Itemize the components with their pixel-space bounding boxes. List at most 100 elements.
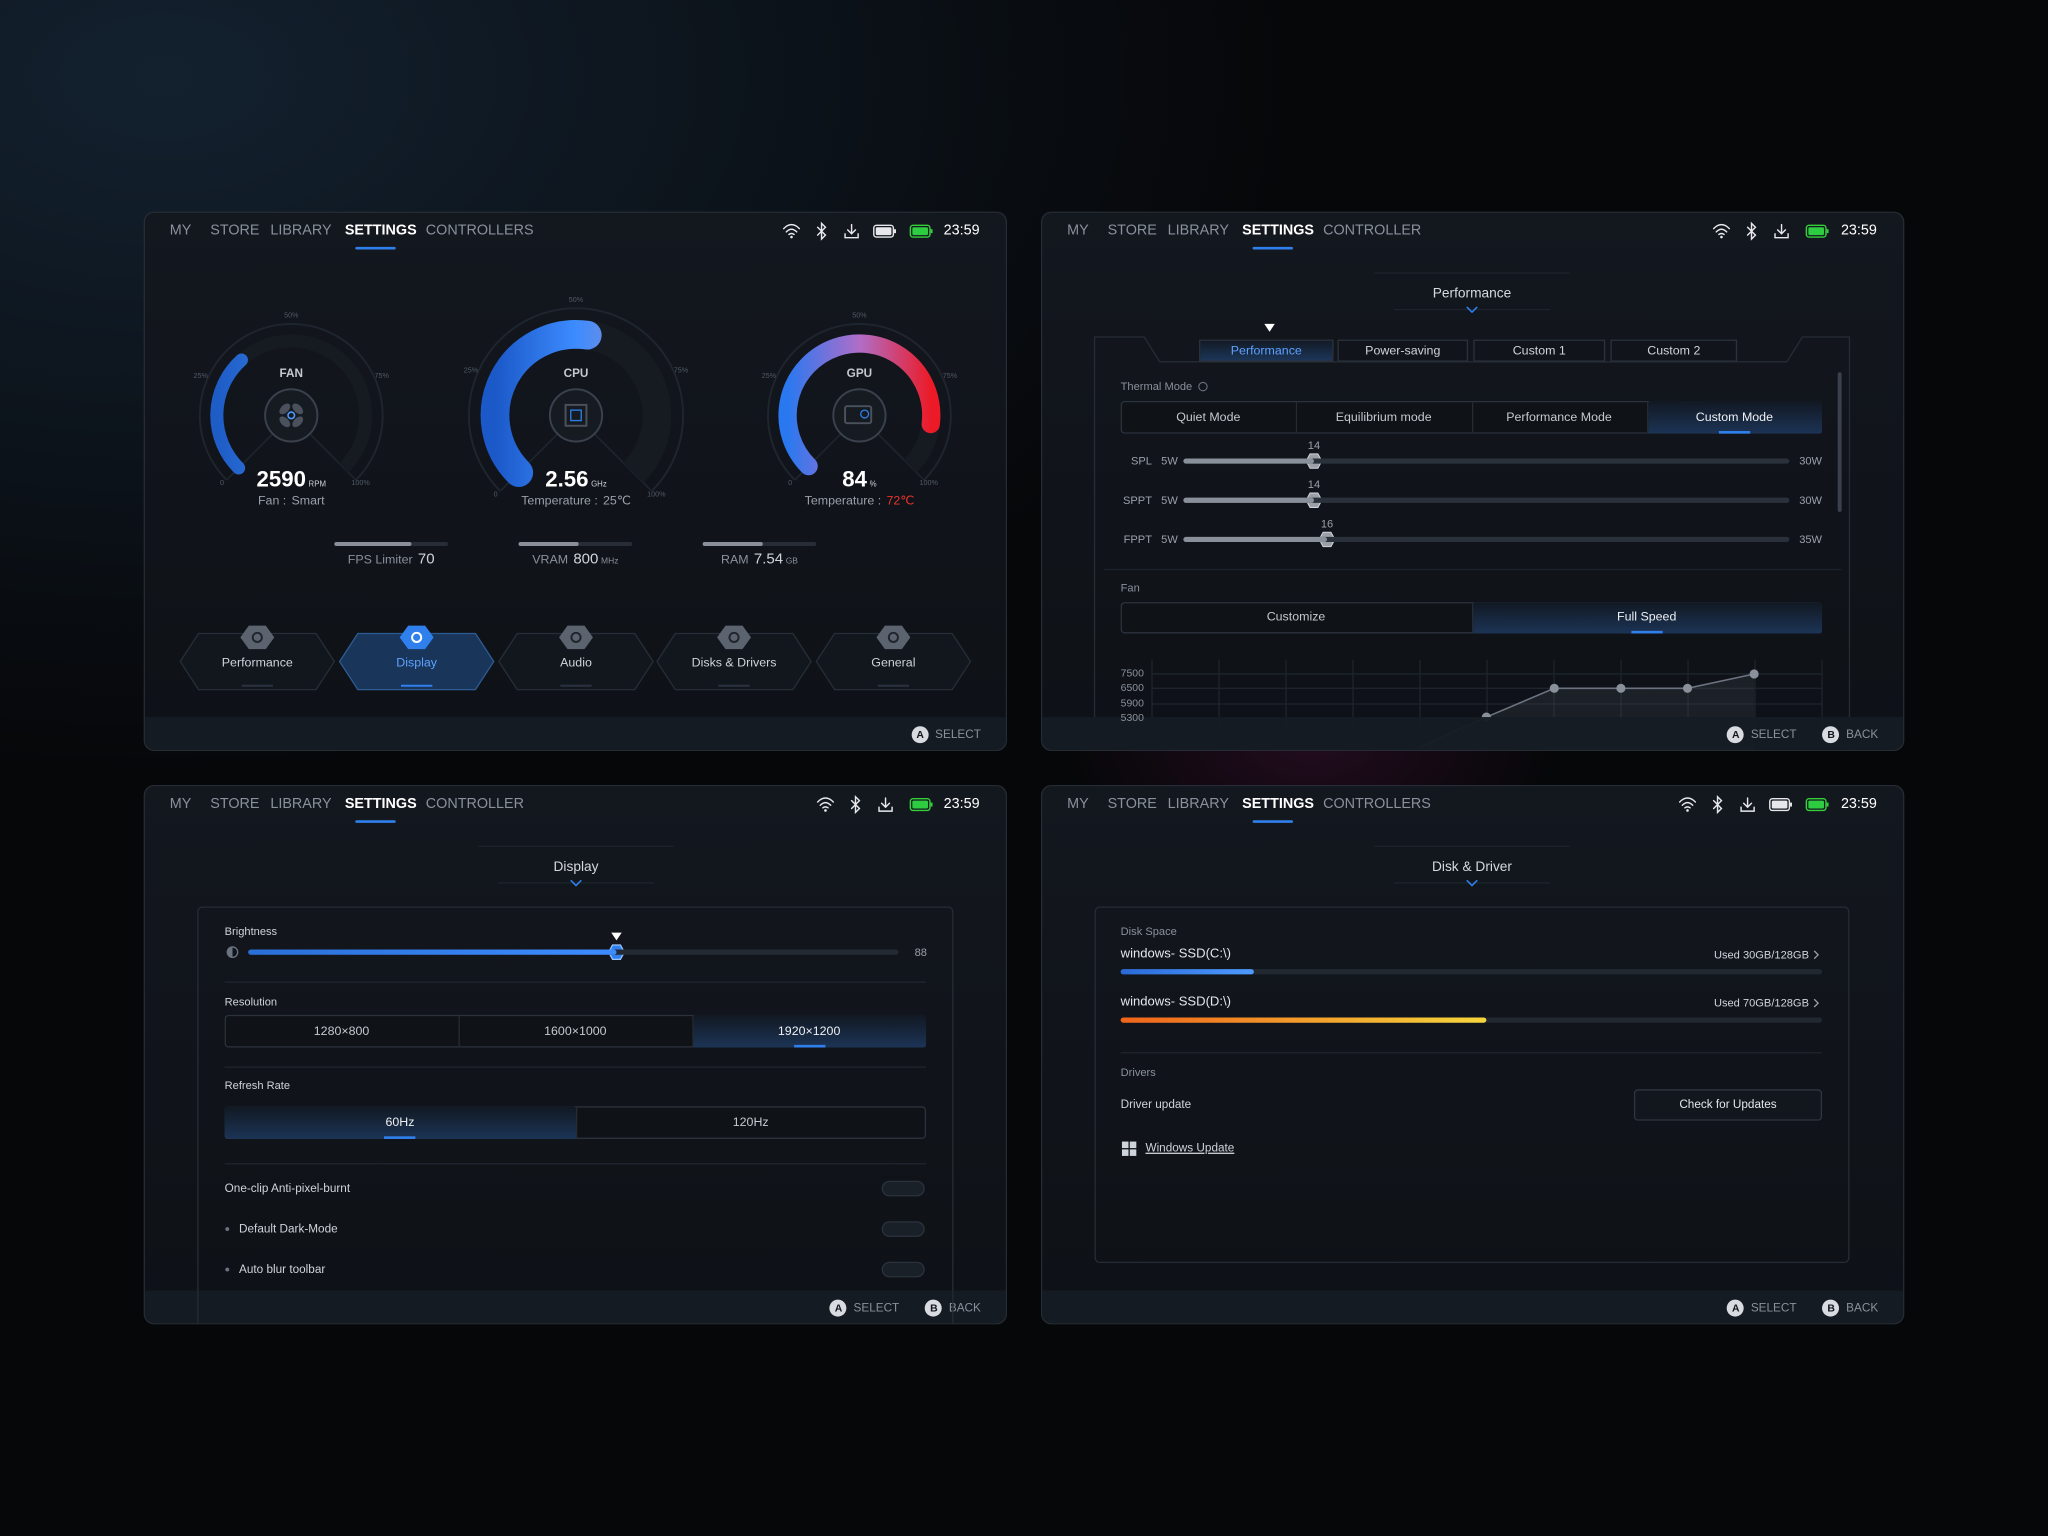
wifi-icon	[1712, 223, 1731, 236]
gauge-hub	[832, 388, 887, 443]
segment-option[interactable]	[224, 1106, 576, 1139]
toggle-label: One-clip Anti-pixel-burnt	[224, 1181, 351, 1195]
clock: 23:59	[943, 222, 980, 239]
menu-label[interactable]: General	[871, 655, 916, 671]
chevron	[1813, 998, 1820, 1008]
footer-hint[interactable]: B BACK	[1822, 725, 1878, 743]
nav-active-indicator	[355, 820, 396, 823]
gauge-caption: Fan : Smart	[258, 495, 325, 507]
segment-label: Quiet Mode	[1176, 409, 1241, 425]
toggle-switch[interactable]	[881, 1261, 925, 1278]
section-heading: Display	[553, 859, 599, 875]
slider-track	[1183, 458, 1790, 464]
button[interactable]	[1633, 1089, 1823, 1121]
nav-tab[interactable]: CONTROLLERS	[425, 222, 534, 239]
segment-label: Performance Mode	[1506, 409, 1612, 425]
segment-option[interactable]	[1646, 400, 1823, 434]
segment-option[interactable]	[1295, 400, 1471, 434]
nav-tab[interactable]: LIBRARY	[1167, 222, 1229, 239]
menu-icon	[876, 625, 911, 650]
segment-option[interactable]	[692, 1014, 927, 1048]
menu-label[interactable]: Performance	[221, 655, 293, 671]
battery-nub	[894, 229, 896, 234]
segment-option[interactable]	[1471, 400, 1646, 434]
settings-panel: MY STORE LIBRARY SETTINGS CONTROLLER 23:59 A SE…	[1040, 211, 1905, 752]
nav-tab[interactable]: STORE	[1107, 222, 1157, 239]
footer-hint[interactable]: A SELECT	[1727, 1298, 1797, 1316]
nav-active-indicator	[355, 246, 396, 250]
button-key: A	[1727, 725, 1745, 743]
settings-panel: MY STORE LIBRARY SETTINGS CONTROLLERS 23:59 A S…	[1040, 784, 1905, 1325]
menu-icon	[559, 625, 593, 650]
menu-icon-glyph	[887, 631, 899, 643]
segment-option[interactable]	[575, 1106, 926, 1139]
nav-tab[interactable]: CONTROLLER	[1323, 222, 1422, 239]
link[interactable]: Windows Update	[1145, 1140, 1235, 1154]
gauge-unit: GHz	[591, 481, 607, 490]
menu-label[interactable]: Disks & Drivers	[691, 655, 777, 671]
nav-tab[interactable]: MY	[1067, 222, 1089, 239]
battery-icon	[1769, 797, 1791, 812]
nav-tab[interactable]: CONTROLLER	[425, 796, 524, 812]
stat-bar-fill	[334, 542, 412, 546]
heading-decoration	[1374, 845, 1570, 884]
menu-tile	[179, 632, 336, 691]
nav-tab[interactable]: CONTROLLERS	[1323, 796, 1431, 812]
nav-tab[interactable]: SETTINGS	[1242, 796, 1314, 812]
wifi-dot	[1720, 235, 1723, 239]
download-icon	[1774, 223, 1789, 239]
tab[interactable]	[1473, 339, 1606, 362]
segment-indicator	[1718, 431, 1751, 433]
toggle-label: Auto blur toolbar	[239, 1262, 326, 1276]
segment-option[interactable]	[458, 1014, 692, 1048]
tab[interactable]	[1199, 339, 1334, 362]
wifi-dot	[824, 809, 827, 812]
gauge-value: 2590	[256, 466, 306, 492]
setting-label: Brightness	[224, 924, 278, 938]
menu-label[interactable]: Display	[396, 655, 437, 671]
scrollbar[interactable]	[1837, 372, 1842, 512]
segment-option[interactable]	[1471, 602, 1823, 634]
nav-tab[interactable]: STORE	[210, 222, 260, 239]
info-icon	[1198, 381, 1208, 392]
gauge-reading: 2.56 GHz	[545, 468, 607, 490]
nav-tab[interactable]: LIBRARY	[270, 222, 332, 239]
button-action: BACK	[948, 1300, 981, 1314]
section-label: Thermal Mode	[1120, 379, 1193, 393]
nav-tab[interactable]: SETTINGS	[344, 796, 417, 812]
nav-tab[interactable]: MY	[169, 222, 192, 239]
nav-tab[interactable]: STORE	[210, 796, 260, 812]
slider-value: 14	[1307, 438, 1321, 452]
usage-bar-fill	[1120, 969, 1254, 975]
slider-name: SPL	[1130, 454, 1152, 468]
toggle-switch[interactable]	[881, 1180, 925, 1197]
tab[interactable]	[1337, 339, 1469, 362]
footer-hint[interactable]: A SELECT	[911, 725, 981, 743]
segment-label: 60Hz	[385, 1115, 415, 1130]
tab[interactable]	[1610, 339, 1738, 362]
nav-tab[interactable]: MY	[1067, 796, 1089, 812]
chart-tick-label: 6500	[1120, 681, 1144, 694]
nav-tab[interactable]: LIBRARY	[1167, 796, 1229, 812]
nav-tab[interactable]: MY	[169, 796, 192, 812]
clock: 23:59	[1840, 796, 1877, 812]
footer-hint[interactable]: A SELECT	[829, 1298, 899, 1316]
button-key: A	[911, 725, 929, 743]
nav-tab[interactable]: STORE	[1107, 796, 1157, 812]
footer-hint[interactable]: B BACK	[925, 1298, 981, 1316]
windows-logo	[1129, 1149, 1137, 1156]
caption-status: 72℃	[886, 494, 915, 509]
windows-logo	[1121, 1149, 1129, 1156]
footer-hint[interactable]: B BACK	[1822, 1298, 1878, 1316]
setting-label: Driver update	[1120, 1097, 1192, 1111]
gauge-value: 2.56	[545, 466, 589, 492]
nav-tab[interactable]: SETTINGS	[1242, 222, 1314, 239]
disk-name: windows- SSD(D:\)	[1120, 995, 1231, 1010]
gauge-scale-label: 100%	[351, 479, 370, 488]
menu-label[interactable]: Audio	[560, 655, 592, 671]
toggle-switch[interactable]	[881, 1221, 925, 1237]
footer-hint[interactable]: A SELECT	[1727, 725, 1797, 743]
nav-tab[interactable]: SETTINGS	[344, 222, 417, 239]
nav-active-indicator	[1252, 246, 1294, 250]
nav-tab[interactable]: LIBRARY	[270, 796, 332, 812]
